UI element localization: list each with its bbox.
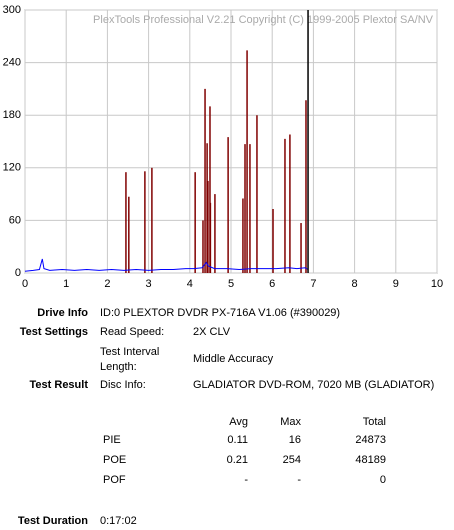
x-tick-label: 10: [431, 278, 443, 290]
x-tick-label: 7: [310, 278, 316, 290]
y-tick-label: 300: [3, 4, 21, 16]
label: Test Interval: [100, 346, 159, 358]
cell: 254: [283, 454, 301, 466]
y-tick-label: 240: [3, 57, 21, 69]
y-tick-label: 120: [3, 162, 21, 174]
value: Middle Accuracy: [193, 353, 274, 365]
x-tick-label: 9: [393, 278, 399, 290]
label: Test Result: [30, 379, 89, 391]
x-tick-label: 5: [228, 278, 234, 290]
cell: -: [297, 474, 301, 486]
y-tick-label: 0: [15, 267, 21, 279]
cell: 16: [289, 434, 301, 446]
cell: POF: [103, 474, 126, 486]
label: Read Speed:: [100, 326, 164, 338]
value: GLADIATOR DVD-ROM, 7020 MB (GLADIATOR): [193, 379, 434, 391]
x-tick-label: 8: [352, 278, 358, 290]
cell: PIE: [103, 434, 121, 446]
cell: 0: [380, 474, 386, 486]
column-header: Total: [363, 416, 386, 428]
x-tick-label: 6: [269, 278, 275, 290]
plot: 0 60 120 180 240 300 0 1 2 3 4 5 6 7 8 9 10 PlexTools Pro…: [3, 4, 443, 290]
cell: 24873: [355, 434, 386, 446]
x-tick-label: 1: [63, 278, 69, 290]
line: [24, 258, 309, 272]
cell: -: [244, 474, 248, 486]
x-tick-label: 2: [104, 278, 110, 290]
result-table: Avg Max Total PIE 0.11 16 24873 POE 0.21 254 48189…: [103, 416, 386, 486]
x-tick-label: 0: [22, 278, 28, 290]
label: Length:: [100, 361, 137, 373]
value: ID:0 PLEXTOR DVDR PX-716A V1.06 (#390029…: [100, 307, 340, 319]
label: Test Settings: [20, 326, 88, 338]
x-tick-label: 4: [187, 278, 193, 290]
label: Disc Info:: [100, 379, 146, 391]
cell: 48189: [355, 454, 386, 466]
column-header: Avg: [229, 416, 248, 428]
x-tick-label: 3: [146, 278, 152, 290]
column-header: Max: [280, 416, 301, 428]
label: Drive Info: [37, 307, 88, 319]
y-tick-label: 60: [9, 214, 21, 226]
cell: 0.11: [227, 434, 248, 446]
y-tick-label: 180: [3, 109, 21, 121]
cell: POE: [103, 454, 126, 466]
value: 2X CLV: [193, 326, 231, 338]
cell: 0.21: [227, 454, 248, 466]
watermark: PlexTools Professional V2.21 Copyright (…: [93, 14, 434, 26]
value: 0:17:02: [100, 515, 137, 527]
label: Test Duration: [18, 515, 88, 527]
